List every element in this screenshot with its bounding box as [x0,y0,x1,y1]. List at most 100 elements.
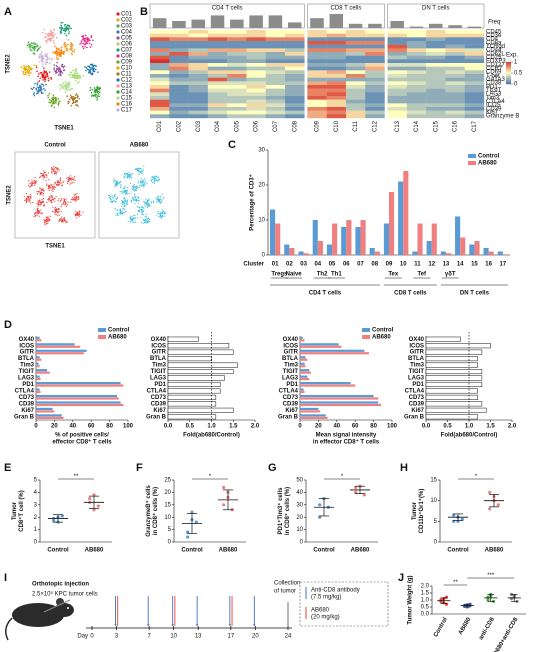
tsne-dot [78,212,80,214]
bar [300,345,342,348]
tsne-dot [144,215,146,217]
tsne-dot [47,172,49,174]
tsne-dot [41,55,43,58]
heat-cell [326,92,347,97]
heat-cell [387,110,408,115]
legend-label: C06 [121,42,133,48]
tsne-dot [49,198,51,200]
tsne-dot [57,103,60,105]
x-tick-label: 01 [272,262,279,268]
heat-cell [387,77,408,82]
tsne-dot [159,215,161,218]
heat-cell [169,33,189,38]
tsne-dot [76,100,79,103]
freq-bar [172,21,186,28]
legend-label: C01 [121,12,133,18]
tsne-dot [73,75,76,78]
tsne-dot [41,212,43,214]
tsne-dot [159,213,161,215]
y-tick-label: CTLA4 [405,389,425,395]
tsne-dot [114,194,116,196]
heat-cell [365,85,385,89]
tsne-dot [70,95,73,98]
tsne-dot [42,79,44,81]
tsne-dot [33,215,35,218]
tsne-dot [124,202,126,204]
bar [289,248,295,255]
tsne-dot [68,82,70,84]
x-tick-label: 0.5 [186,424,195,430]
tsne-dot [27,72,29,74]
tsne-dot [78,215,80,217]
heat-cell [227,66,247,71]
y-tick-label: 30 [258,148,265,154]
tsne-dot [62,87,65,89]
heat-cell [150,110,170,115]
heat-cell [345,99,366,104]
heat-cell [426,48,446,53]
tsne-dot [137,210,139,212]
bar [300,388,304,391]
tsne-dot [133,184,135,186]
heat-cell [169,48,189,53]
bar [167,343,230,349]
tsne-dot [131,173,134,175]
x-tick-label: 40 [69,424,76,430]
heat-cell [445,77,465,82]
freq-bar [249,15,263,28]
tsne-dot [42,192,44,194]
heat-cell [307,63,327,67]
heat-cell [464,37,485,42]
y-tick-label: Gran B [404,414,425,420]
data-point [439,599,443,604]
freq-bar [310,18,324,28]
tsne-dot [41,65,44,68]
heat-cell [169,107,189,111]
tsne-dot [48,189,51,191]
tsne-dot [47,79,50,82]
day-tick-label: 3 [115,634,119,640]
tsne-dot [124,204,126,206]
heat-cell [227,85,247,89]
tsne-dot [64,204,66,206]
y-tick-label: ICOS [19,343,34,349]
tsne-dot [65,34,68,37]
tsne-dot [44,171,46,174]
heat-cell [169,52,189,56]
treatment-arrow [228,624,232,626]
tsne-dot [59,180,62,182]
tsne-dot [53,97,56,100]
tsne-dot [131,217,133,220]
tsne-dot [60,185,63,187]
tsne-dot [28,43,30,45]
tsne-dot [109,197,112,200]
tsne-dot [50,58,52,61]
group-header: CD8 T cells [331,6,362,12]
heat-cell [169,37,189,42]
heat-cell [227,55,247,60]
heat-cell [188,81,209,86]
tsne-dot [65,204,67,206]
tsne-dot [51,168,53,170]
tsne-dot [75,70,77,73]
heat-cell [365,88,385,93]
tsne-dot [79,211,81,213]
heat-cell [326,41,347,45]
tsne-dot [120,212,122,214]
heat-cell [345,96,366,100]
tsne-dot [71,182,73,184]
tsne-dot [29,47,31,49]
subset-label: Tex [388,272,399,278]
y-tick-label: 10 [296,527,303,533]
tsne-dot [33,180,36,182]
tsne-dot [123,205,126,207]
tsne-dot [36,86,39,88]
subset-label: Th2 [317,272,328,278]
heat-cell [207,52,228,56]
tsne-dot [33,92,36,94]
heat-cell [345,63,366,67]
tsne-dot [42,200,45,203]
tsne-dot [46,176,48,178]
tsne-dot [30,184,33,187]
tsne-dot [84,66,86,68]
